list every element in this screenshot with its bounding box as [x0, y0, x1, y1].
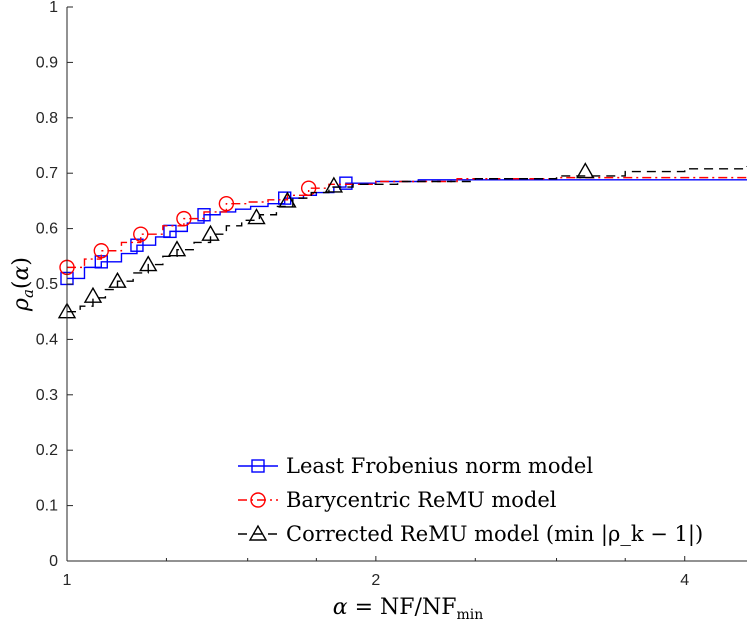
series-marker-triangle	[167, 240, 187, 257]
series-line-square	[67, 179, 747, 280]
svg-text:ρa(α): ρa(α)	[9, 257, 37, 312]
series-marker-circle	[133, 226, 149, 242]
y-axis-label: ρa(α)	[9, 257, 37, 312]
series-marker-circle	[218, 195, 235, 212]
series-marker-triangle	[576, 162, 595, 179]
series-marker-circle	[93, 243, 109, 259]
series-marker-triangle	[201, 224, 220, 241]
legend-marker-circle	[250, 492, 266, 508]
series-marker-triangle	[108, 271, 127, 288]
ticks-layer: 0 0.1 0.2 0.3 0.4 0.5 0.6 0.7 0.8 0.9 1 1 2 4	[36, 0, 690, 589]
series-marker-triangle	[324, 176, 344, 193]
legend-label: Least Frobenius norm model	[286, 454, 593, 478]
y-tick-label: 0	[49, 553, 58, 570]
legend: Least Frobenius norm model Barycentric Re…	[226, 448, 737, 556]
series-marker-circle	[176, 210, 192, 227]
x-tick-label: 2	[371, 572, 380, 589]
x-axis-label: α = NF/NFmin	[333, 595, 484, 622]
series-marker-circle	[300, 180, 317, 196]
y-tick-label: 0.4	[36, 331, 58, 348]
y-tick-label: 0.9	[36, 54, 58, 71]
series-marker-triangle	[247, 208, 266, 225]
x-tick-label: 4	[680, 572, 689, 589]
y-tick-label: 0.6	[36, 221, 58, 238]
y-tick-label: 0.5	[36, 276, 58, 293]
series-marker-square	[339, 176, 353, 190]
series-marker-triangle	[139, 255, 158, 272]
series-marker-triangle	[83, 286, 103, 303]
legend-label: Corrected ReMU model (min |ρ_k − 1|)	[286, 522, 703, 547]
series-marker-triangle	[278, 191, 297, 208]
series-line-triangle	[67, 165, 747, 313]
x-tick-label: 1	[63, 572, 72, 589]
legend-marker-square	[251, 459, 265, 473]
y-tick-label: 0.3	[36, 387, 58, 404]
y-tick-label: 0.7	[36, 165, 58, 182]
y-tick-label: 1	[49, 0, 58, 16]
series-marker-square	[163, 224, 177, 239]
legend-label: Barycentric ReMU model	[286, 488, 557, 512]
legend-marker-triangle	[248, 524, 268, 541]
y-tick-label: 0.1	[36, 498, 58, 515]
legend-box	[226, 448, 737, 556]
series-marker-square	[197, 208, 211, 222]
y-tick-label: 0.2	[36, 442, 58, 459]
y-tick-label: 0.8	[36, 110, 58, 127]
